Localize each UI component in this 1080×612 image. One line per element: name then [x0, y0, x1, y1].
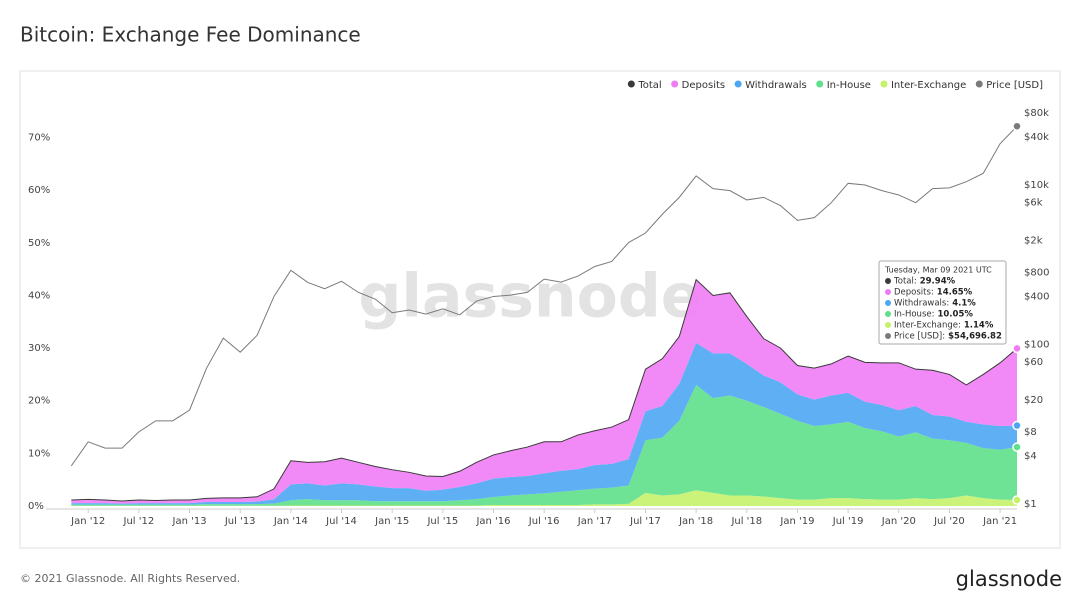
card [19, 70, 1061, 549]
y2-tick-label: $10k [1024, 180, 1049, 191]
legend-label: Deposits [682, 80, 725, 91]
y2-tick-label: $60 [1024, 357, 1043, 368]
legend-marker [816, 80, 824, 88]
y-tick-label: 70% [28, 133, 50, 144]
hover-marker [1012, 343, 1022, 354]
legend-marker [671, 80, 679, 88]
x-tick-label: Jul '13 [224, 516, 256, 527]
y2-tick-label: $8 [1024, 427, 1037, 438]
page-title: Bitcoin: Exchange Fee Dominance [20, 23, 361, 47]
tooltip-label: Withdrawals: [894, 299, 949, 309]
logo: glassnode [956, 567, 1062, 591]
y-tick-label: 30% [28, 343, 50, 354]
tooltip-dot [885, 322, 891, 328]
tooltip-value: $54,696.82 [948, 332, 1002, 342]
x-tick-label: Jan '12 [70, 516, 105, 527]
x-tick-label: Jul '18 [730, 516, 762, 527]
y2-tick-label: $400 [1024, 291, 1049, 302]
y2-tick-label: $2k [1024, 236, 1043, 247]
tooltip-label: Total: [893, 277, 917, 287]
x-tick-label: Jul '17 [629, 516, 661, 527]
tooltip-dot [885, 289, 891, 295]
y-tick-label: 50% [28, 238, 50, 249]
tooltip-value: 14.65% [937, 288, 973, 298]
legend-label: Inter-Exchange [891, 80, 966, 91]
tooltip-value: 10.05% [937, 310, 973, 320]
y2-tick-label: $80k [1024, 108, 1049, 119]
watermark: glassnode [358, 262, 701, 332]
legend-label: In-House [827, 80, 871, 91]
tooltip-dot [885, 300, 891, 306]
tooltip-label: Price [USD]: [894, 332, 945, 342]
x-tick-label: Jan '21 [982, 516, 1017, 527]
y2-tick-label: $800 [1024, 267, 1049, 278]
legend-label: Withdrawals [745, 80, 807, 91]
x-tick-label: Jul '16 [528, 516, 560, 527]
legend-label: Price [USD] [986, 80, 1043, 91]
area [71, 490, 1017, 506]
y2-tick-label: $1 [1024, 499, 1037, 510]
legend-label: Total [637, 80, 661, 91]
line [71, 278, 1018, 502]
x-tick-label: Jan '14 [273, 516, 308, 527]
tooltip-value: 4.1% [952, 299, 976, 309]
tooltip-label: In-House: [894, 310, 934, 320]
y2-tick-label: $100 [1024, 339, 1049, 350]
legend-marker [975, 80, 983, 88]
x-tick-label: Jan '16 [475, 516, 510, 527]
hover-marker [1012, 442, 1022, 452]
x-tick-label: Jan '15 [374, 516, 409, 527]
tooltip-label: Inter-Exchange: [894, 321, 961, 331]
tooltip-value: 1.14% [964, 321, 994, 331]
line [70, 125, 1018, 467]
footer: © 2021 Glassnode. All Rights Reserved. [20, 572, 240, 585]
x-tick-label: Jan '17 [577, 516, 612, 527]
area [71, 384, 1017, 506]
tooltip-value: 29.94% [920, 277, 956, 287]
tooltip-dot [885, 278, 891, 284]
y-tick-label: 20% [28, 396, 50, 407]
tooltip-label: Deposits: [894, 288, 934, 298]
legend-marker [734, 80, 742, 88]
y-tick-label: 60% [28, 185, 50, 196]
hover-marker [1012, 495, 1022, 505]
y-tick-label: 10% [28, 448, 50, 459]
tooltip-box [878, 260, 1007, 345]
area [71, 279, 1017, 504]
y2-tick-label: $20 [1024, 395, 1043, 406]
x-tick-label: Jul '12 [123, 516, 155, 527]
x-tick-label: Jan '20 [881, 516, 916, 527]
x-tick-label: Jan '13 [172, 516, 207, 527]
x-tick-label: Jan '18 [678, 516, 713, 527]
tooltip-dot [885, 311, 891, 317]
y2-tick-label: $6k [1024, 198, 1043, 209]
tooltip-date: Tuesday, Mar 09 2021 UTC [884, 266, 992, 275]
y-tick-label: 0% [28, 501, 44, 512]
tooltip-dot [885, 333, 891, 339]
y2-tick-label: $40k [1024, 132, 1049, 143]
hover-marker [1012, 420, 1022, 431]
y2-tick-label: $4 [1024, 451, 1037, 462]
legend-marker [627, 80, 635, 88]
tooltip: Tuesday, Mar 09 2021 UTC Total: 29.94%Depo… [878, 260, 1007, 345]
x-tick-label: Jul '14 [325, 516, 357, 527]
legend-marker [880, 80, 888, 88]
x-tick-label: Jul '19 [832, 516, 864, 527]
x-tick-label: Jan '19 [779, 516, 814, 527]
hover-marker [1012, 121, 1022, 131]
y-tick-label: 40% [28, 290, 50, 301]
x-tick-label: Jul '20 [933, 516, 965, 527]
x-tick-label: Jul '15 [426, 516, 458, 527]
area [71, 342, 1017, 505]
